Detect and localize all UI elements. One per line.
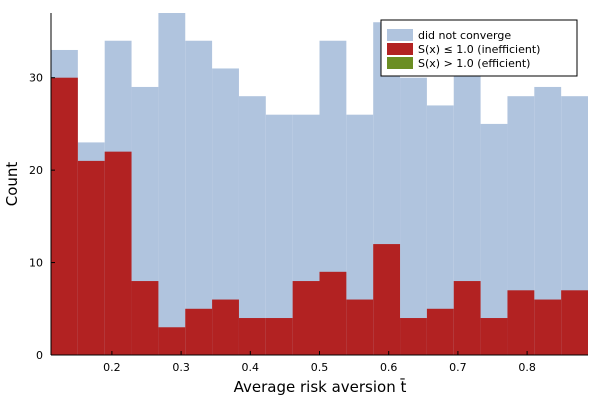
bar-1-16 xyxy=(480,318,508,355)
bar-0-7 xyxy=(238,96,266,355)
bar-0-8 xyxy=(265,114,293,356)
series-inefficient xyxy=(51,77,588,355)
x-tick-label: 0.3 xyxy=(172,361,190,374)
legend-label-efficient: S(x) > 1.0 (efficient) xyxy=(418,57,530,70)
legend-swatch-inefficient xyxy=(387,43,413,55)
x-tick-label: 0.6 xyxy=(380,361,398,374)
bar-0-5 xyxy=(185,40,213,355)
bar-1-12 xyxy=(373,244,401,355)
legend-label-did-not-converge: did not converge xyxy=(418,29,511,42)
legend: did not converge S(x) ≤ 1.0 (inefficient… xyxy=(380,19,578,77)
x-tick-label: 0.4 xyxy=(242,361,260,374)
bar-1-5 xyxy=(185,308,213,355)
bar-1-7 xyxy=(238,318,266,355)
bar-1-0 xyxy=(51,77,78,355)
bar-1-11 xyxy=(346,299,374,355)
bar-1-4 xyxy=(158,327,186,355)
bar-1-18 xyxy=(534,299,562,355)
x-tick-label: 0.2 xyxy=(103,361,121,374)
y-axis-title: Count xyxy=(3,162,21,207)
bar-1-19 xyxy=(561,290,588,355)
x-axis-title: Average risk aversion t̄ xyxy=(234,377,407,396)
legend-swatch-did-not-converge xyxy=(387,29,413,41)
legend-box xyxy=(380,19,578,77)
y-tick-label: 0 xyxy=(36,349,43,362)
bar-1-10 xyxy=(319,271,347,355)
bar-0-16 xyxy=(480,123,508,355)
bar-1-15 xyxy=(453,281,481,355)
x-tick-label: 0.8 xyxy=(518,361,536,374)
bar-1-3 xyxy=(131,281,159,355)
bar-1-13 xyxy=(400,318,427,355)
bar-1-9 xyxy=(292,281,320,355)
x-ticks: 0.2 0.3 0.4 0.5 0.6 0.7 0.8 xyxy=(103,351,536,374)
y-tick-label: 20 xyxy=(29,164,43,177)
legend-label-inefficient: S(x) ≤ 1.0 (inefficient) xyxy=(418,43,540,56)
bar-1-2 xyxy=(104,151,132,355)
bar-1-14 xyxy=(426,308,454,355)
y-ticks: 0 10 20 30 xyxy=(29,72,55,362)
bar-1-8 xyxy=(265,318,293,355)
legend-swatch-efficient xyxy=(387,57,413,69)
bar-1-17 xyxy=(507,290,535,355)
y-tick-label: 30 xyxy=(29,72,43,85)
bar-0-4 xyxy=(158,13,186,355)
bar-0-13 xyxy=(400,77,427,355)
x-tick-label: 0.7 xyxy=(449,361,467,374)
x-tick-label: 0.5 xyxy=(311,361,329,374)
y-tick-label: 10 xyxy=(29,257,43,270)
bar-1-1 xyxy=(77,160,105,355)
bar-1-6 xyxy=(212,299,239,355)
